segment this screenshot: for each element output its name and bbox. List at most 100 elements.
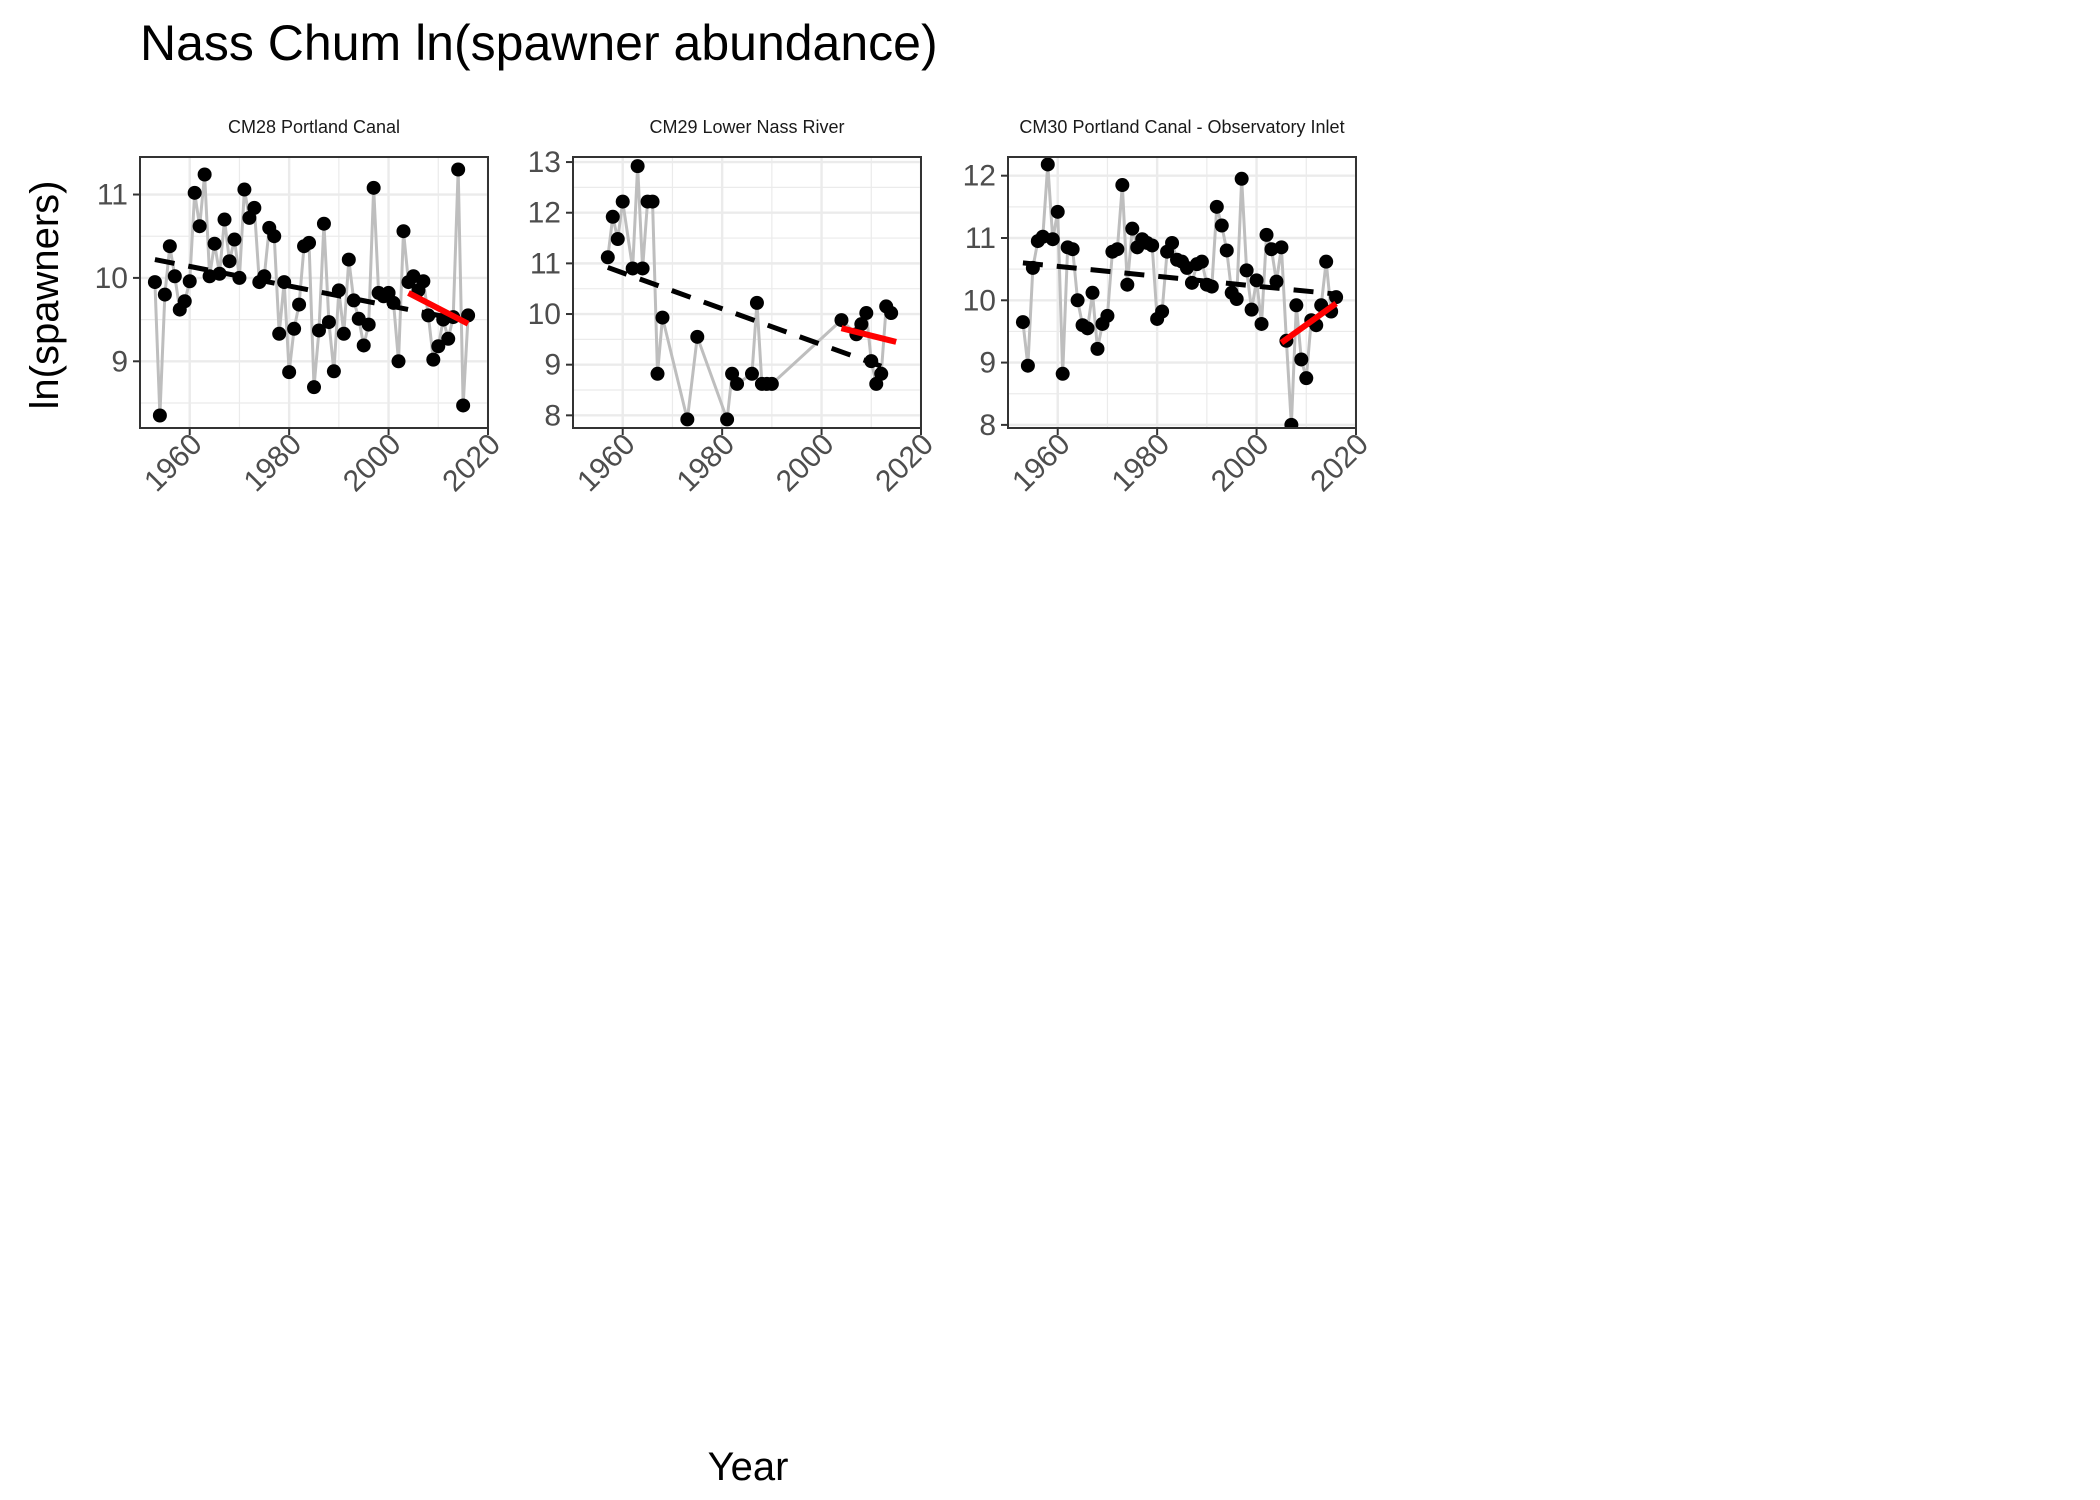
data-point bbox=[162, 239, 177, 254]
y-tick-label: 11 bbox=[965, 222, 996, 255]
x-tick-label: 1960 bbox=[138, 428, 209, 499]
y-tick-label: 9 bbox=[979, 347, 996, 380]
data-point bbox=[311, 323, 326, 338]
data-point bbox=[1155, 304, 1170, 319]
data-point bbox=[630, 159, 645, 174]
data-point bbox=[1015, 315, 1030, 330]
data-point bbox=[1070, 293, 1085, 308]
data-point bbox=[247, 200, 262, 215]
data-point bbox=[1194, 254, 1209, 269]
data-point bbox=[416, 274, 431, 289]
panel-title: CM28 Portland Canal bbox=[228, 117, 400, 137]
data-point bbox=[1319, 254, 1334, 269]
panel-title: CM30 Portland Canal - Observatory Inlet bbox=[1019, 117, 1344, 137]
chart-title: Nass Chum ln(spawner abundance) bbox=[140, 15, 938, 71]
data-point bbox=[277, 275, 292, 290]
data-point bbox=[1055, 366, 1070, 381]
recent-trend-line bbox=[840, 325, 897, 345]
data-point bbox=[1244, 302, 1259, 317]
data-point bbox=[834, 313, 849, 328]
y-tick-label: 10 bbox=[963, 284, 996, 317]
x-tick-label: 1960 bbox=[1006, 428, 1077, 499]
panel-background bbox=[573, 157, 921, 428]
data-point bbox=[650, 366, 665, 381]
data-point bbox=[147, 275, 162, 290]
y-tick-label: 12 bbox=[963, 160, 996, 193]
long-term-trend-line bbox=[1022, 260, 1337, 297]
data-point bbox=[1020, 358, 1035, 373]
facet-panels: CM28 Portland Canal 9 10 11 1960 1980 2000 2020… bbox=[95, 117, 1375, 498]
panel-border bbox=[139, 156, 489, 429]
data-point bbox=[217, 212, 232, 227]
data-point bbox=[720, 412, 735, 427]
y-tick-label: 13 bbox=[528, 146, 561, 179]
data-point bbox=[227, 232, 242, 247]
data-point bbox=[625, 261, 640, 276]
data-point bbox=[192, 219, 207, 234]
data-point bbox=[1249, 273, 1264, 288]
data-point bbox=[1090, 341, 1105, 356]
data-point bbox=[396, 224, 411, 239]
data-point bbox=[321, 315, 336, 330]
x-tick-label: 1980 bbox=[238, 428, 309, 499]
data-point bbox=[655, 310, 670, 325]
data-point bbox=[336, 326, 351, 341]
y-tick-label: 11 bbox=[530, 247, 561, 280]
facet-panel: CM30 Portland Canal - Observatory Inlet 8… bbox=[963, 117, 1375, 498]
data-point bbox=[1259, 227, 1274, 242]
data-point bbox=[859, 306, 874, 321]
data-point bbox=[874, 366, 889, 381]
y-tick-label: 8 bbox=[979, 409, 996, 442]
data-point bbox=[426, 352, 441, 367]
data-point bbox=[182, 274, 197, 289]
data-point bbox=[1100, 308, 1115, 323]
data-point bbox=[187, 185, 202, 200]
x-tick-label: 2020 bbox=[869, 428, 940, 499]
data-point bbox=[292, 297, 307, 312]
data-point bbox=[272, 326, 287, 341]
data-point bbox=[1294, 352, 1309, 367]
data-point bbox=[267, 229, 282, 244]
data-point bbox=[1065, 242, 1080, 257]
data-point bbox=[1045, 232, 1060, 247]
data-point bbox=[302, 235, 317, 250]
panel-title: CM29 Lower Nass River bbox=[649, 117, 844, 137]
data-point bbox=[177, 294, 192, 309]
data-point bbox=[1085, 285, 1100, 300]
plot-area bbox=[147, 162, 476, 423]
data-point bbox=[1115, 178, 1130, 193]
x-tick-label: 2000 bbox=[337, 428, 408, 499]
data-point bbox=[456, 398, 471, 413]
data-point bbox=[1229, 292, 1244, 307]
data-point bbox=[615, 194, 630, 209]
data-point bbox=[212, 266, 227, 281]
data-point bbox=[600, 250, 615, 265]
x-axis-label: Year bbox=[708, 1445, 789, 1489]
data-point bbox=[1284, 417, 1299, 428]
data-point bbox=[316, 216, 331, 231]
y-tick-label: 9 bbox=[111, 345, 128, 378]
data-point bbox=[222, 254, 237, 269]
data-point bbox=[441, 331, 456, 346]
data-point bbox=[1234, 171, 1249, 186]
data-point bbox=[690, 329, 705, 344]
y-axis-label: ln(spawners) bbox=[23, 181, 67, 410]
data-point bbox=[680, 412, 695, 427]
data-point bbox=[157, 287, 172, 302]
facet-panel: CM29 Lower Nass River 8 9 10 11 12 13 1960 1980 2… bbox=[528, 117, 940, 498]
data-point bbox=[1080, 321, 1095, 336]
data-point bbox=[610, 232, 625, 247]
data-point bbox=[451, 162, 466, 177]
data-point bbox=[605, 209, 620, 224]
long-term-trend-line bbox=[606, 265, 883, 369]
x-tick-label: 1960 bbox=[571, 428, 642, 499]
data-point bbox=[1219, 243, 1234, 258]
recent-trend-line bbox=[1279, 300, 1338, 346]
data-point bbox=[366, 180, 381, 195]
data-point bbox=[207, 236, 222, 251]
data-point bbox=[431, 339, 446, 354]
data-point bbox=[361, 317, 376, 332]
data-point bbox=[749, 295, 764, 310]
facet-panel: CM28 Portland Canal 9 10 11 1960 1980 2000 2020 bbox=[95, 117, 507, 498]
data-point bbox=[282, 365, 297, 380]
